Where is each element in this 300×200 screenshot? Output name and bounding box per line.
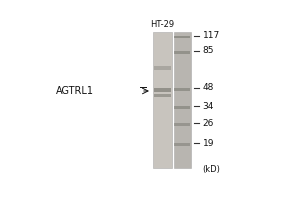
Bar [154, 66, 171, 70]
Text: AGTRL1: AGTRL1 [56, 86, 94, 96]
Bar [173, 32, 191, 168]
Text: 85: 85 [202, 46, 214, 55]
Bar [154, 94, 171, 97]
Text: 34: 34 [202, 102, 214, 111]
Text: 117: 117 [202, 31, 220, 40]
Bar [174, 88, 190, 91]
Bar [174, 51, 190, 54]
Text: HT-29: HT-29 [150, 20, 174, 29]
Text: 48: 48 [202, 83, 214, 92]
Bar [153, 32, 172, 168]
Bar [154, 88, 171, 92]
Bar [174, 123, 190, 126]
Text: 26: 26 [202, 119, 214, 128]
Bar [174, 143, 190, 146]
Bar [174, 36, 190, 38]
Text: (kD): (kD) [202, 165, 220, 174]
Bar [174, 106, 190, 109]
Text: 19: 19 [202, 139, 214, 148]
